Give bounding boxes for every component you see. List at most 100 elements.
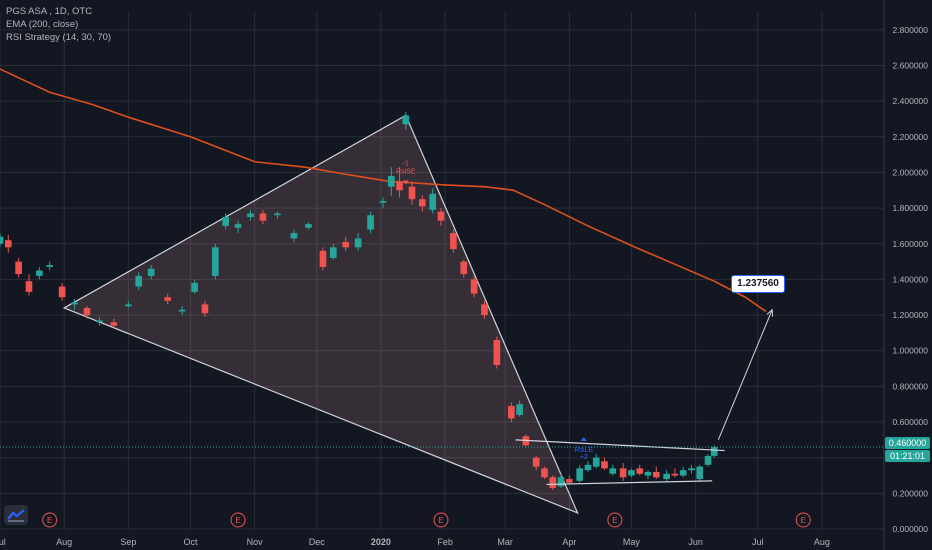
candle (290, 229, 298, 242)
signal-label: RsiLE (574, 447, 593, 454)
candle-body (25, 281, 33, 292)
candle-body (0, 236, 4, 244)
candle (516, 400, 523, 417)
candle-body (628, 470, 635, 476)
candle-body (329, 247, 337, 259)
candle (234, 220, 242, 234)
x-tick-label: Feb (437, 537, 453, 547)
earnings-marker[interactable]: E (433, 512, 449, 528)
candle (450, 229, 457, 253)
candle-body (663, 473, 670, 480)
candle-body (247, 213, 254, 218)
candle (584, 461, 592, 472)
candle (178, 306, 186, 316)
candle (46, 261, 53, 271)
candle-body (470, 279, 478, 294)
candle-body (532, 457, 540, 467)
candle-body (584, 464, 592, 471)
earnings-marker[interactable]: E (230, 512, 246, 528)
earnings-circle (230, 512, 246, 528)
candle (636, 464, 644, 476)
long-signal: RsiLE+2 (574, 436, 593, 461)
candle (201, 300, 209, 317)
candle-body (549, 477, 557, 488)
candle-body (125, 304, 132, 307)
candle-body (481, 304, 488, 316)
y-tick-label: 1.600000 (893, 239, 929, 249)
y-tick-label: 2.000000 (893, 167, 929, 177)
x-tick-label: Jul (752, 537, 764, 547)
candle (566, 475, 573, 485)
candle-body (387, 176, 395, 187)
candle-body (83, 307, 91, 316)
x-tick-label: Aug (56, 537, 72, 547)
candle-body (592, 457, 600, 467)
y-tick-label: 2.400000 (893, 96, 929, 106)
candle (508, 402, 515, 423)
pennant-upper-line (515, 439, 725, 452)
earnings-marker[interactable]: E (795, 512, 811, 528)
candle (329, 243, 337, 260)
earnings-circle (42, 512, 58, 528)
candle-body (290, 233, 298, 239)
candle (211, 243, 219, 280)
candle (222, 213, 229, 230)
candle-body (58, 286, 66, 298)
legend-rsi[interactable]: RSI Strategy (14, 30, 70) (6, 32, 112, 43)
target-price-callout[interactable]: 1.237560 (731, 275, 785, 293)
projection-arrow-line (717, 309, 773, 441)
signal-label: RsiSE (396, 168, 416, 175)
candle (601, 457, 608, 471)
signal-qty: +2 (580, 454, 588, 461)
candle (259, 209, 267, 225)
legend-symbol[interactable]: PGS ASA , 1D, OTC (6, 6, 93, 17)
candle (305, 222, 312, 230)
ema-200-line (0, 68, 767, 313)
candle (15, 258, 22, 278)
candle (36, 266, 43, 280)
candle (652, 466, 660, 480)
candle (704, 454, 712, 467)
candle (58, 282, 66, 301)
candle (4, 234, 12, 253)
triangle-pattern (62, 114, 579, 515)
earnings-marker[interactable]: E (42, 512, 58, 528)
candle-body (96, 320, 103, 323)
candle-body (460, 261, 468, 275)
candle (164, 293, 172, 305)
candle-body (379, 200, 387, 203)
earnings-letter: E (235, 516, 240, 525)
candle (696, 464, 704, 481)
x-tick-label: Sep (120, 537, 136, 547)
candle (557, 473, 565, 488)
signal-qty: -1 (403, 160, 409, 167)
earnings-letter: E (612, 516, 617, 525)
candle-body (15, 261, 22, 275)
earnings-letter: E (47, 516, 52, 525)
candle-body (4, 240, 12, 248)
candle (663, 470, 670, 481)
candle (592, 454, 600, 469)
candle (379, 197, 387, 209)
candle (628, 468, 635, 478)
candle-body (234, 224, 242, 228)
candle (493, 336, 501, 369)
y-tick-label: 2.800000 (893, 25, 929, 35)
candle-body (211, 247, 219, 276)
candle-body (541, 468, 548, 478)
x-tick-label: Nov (247, 537, 264, 547)
short-signal: RsiSE-1 (396, 160, 416, 185)
y-tick-label: 0.600000 (893, 417, 929, 427)
candle-body (222, 217, 229, 226)
candle-body (191, 282, 198, 292)
earnings-marker[interactable]: E (607, 512, 623, 528)
tradingview-logo-icon[interactable] (4, 505, 28, 525)
y-tick-label: 0.800000 (893, 381, 929, 391)
chart-legend: PGS ASA , 1D, OTC EMA (200, close) RSI S… (6, 5, 111, 44)
legend-ema[interactable]: EMA (200, close) (6, 19, 79, 30)
current-price-tag: 0.460000 (885, 437, 930, 449)
candle-body (354, 238, 362, 248)
x-tick-label: Jul (0, 537, 6, 547)
y-tick-label: 0.000000 (893, 524, 929, 534)
